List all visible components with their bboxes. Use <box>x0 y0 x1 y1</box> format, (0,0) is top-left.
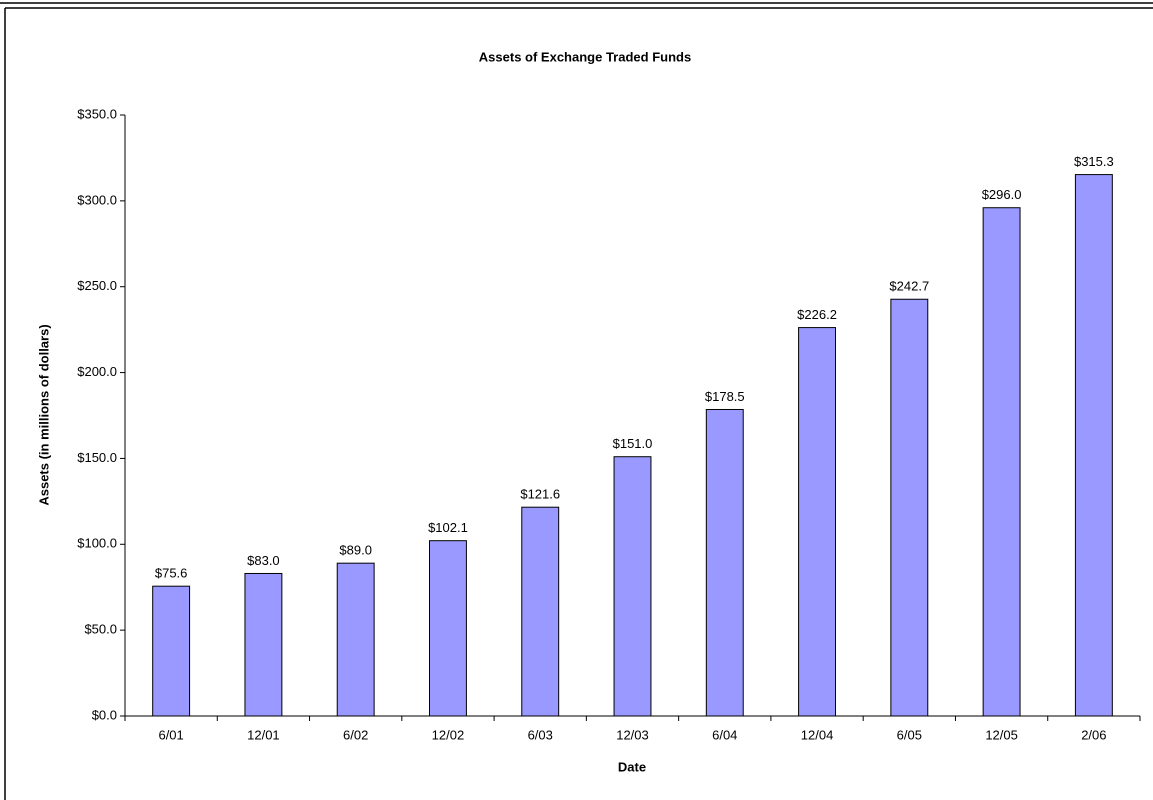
y-axis-label: Assets (in millions of dollars) <box>36 324 51 505</box>
y-tick-label: $300.0 <box>77 192 117 207</box>
value-label: $151.0 <box>613 436 653 451</box>
bar <box>244 572 283 717</box>
x-tick-label: 12/01 <box>247 727 280 742</box>
x-tick-label: 6/05 <box>897 727 922 742</box>
y-tick-label: $200.0 <box>77 364 117 379</box>
y-tick-label: $100.0 <box>77 536 117 551</box>
value-label: $315.3 <box>1074 154 1114 169</box>
bar <box>982 207 1021 717</box>
x-tick-label: 6/04 <box>712 727 737 742</box>
y-tick-label: $150.0 <box>77 450 117 465</box>
bar <box>1074 174 1113 717</box>
value-label: $75.6 <box>155 566 188 581</box>
bar <box>336 562 375 717</box>
value-label: $83.0 <box>247 553 280 568</box>
x-axis-label: Date <box>618 759 646 774</box>
x-tick-label: 12/02 <box>432 727 465 742</box>
bar <box>152 585 191 717</box>
bar <box>613 456 652 717</box>
x-tick-label: 2/06 <box>1081 727 1106 742</box>
y-tick-label: $50.0 <box>84 622 117 637</box>
bar <box>890 298 929 717</box>
x-tick-label: 12/04 <box>801 727 834 742</box>
value-label: $89.0 <box>339 543 372 558</box>
x-tick-label: 6/02 <box>343 727 368 742</box>
y-tick-label: $250.0 <box>77 278 117 293</box>
bar <box>521 506 560 717</box>
y-tick-label: $350.0 <box>77 106 117 121</box>
x-tick-label: 6/03 <box>528 727 553 742</box>
value-label: $296.0 <box>982 187 1022 202</box>
value-label: $242.7 <box>889 279 929 294</box>
bar <box>429 540 467 717</box>
chart-title: Assets of Exchange Traded Funds <box>479 49 691 64</box>
value-label: $178.5 <box>705 389 745 404</box>
value-label: $121.6 <box>520 487 560 502</box>
value-label: $226.2 <box>797 307 837 322</box>
x-tick-label: 12/03 <box>616 727 649 742</box>
x-tick-label: 6/01 <box>158 727 183 742</box>
bar <box>798 327 836 717</box>
y-tick-label: $0.0 <box>92 707 117 722</box>
value-label: $102.1 <box>428 520 468 535</box>
bar <box>705 408 744 717</box>
x-tick-label: 12/05 <box>985 727 1018 742</box>
